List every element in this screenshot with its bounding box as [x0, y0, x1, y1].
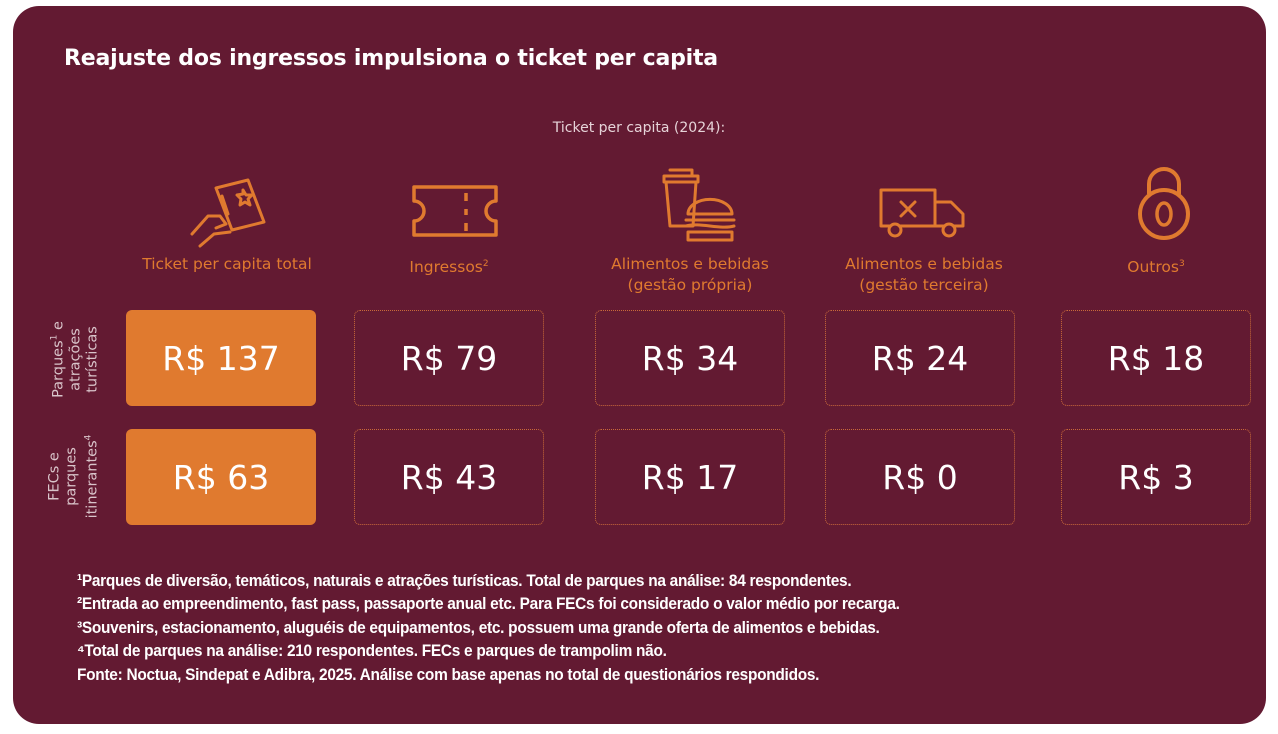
food-drink-icon — [660, 168, 740, 244]
cell-parques-ticket-total: R$ 137 — [126, 310, 316, 406]
col-label-ticket-total: Ticket per capita total — [142, 255, 312, 273]
source-note: Fonte: Noctua, Sindepat e Adibra, 2025. … — [77, 664, 820, 684]
cell-parques-ingressos: R$ 79 — [354, 310, 544, 406]
row-label-parques: Parques1 e atrações turísticas — [49, 321, 101, 398]
cell-fecs-alimentos-terceira: R$ 0 — [825, 429, 1015, 525]
ticket-hand-icon — [186, 176, 276, 252]
col-label-alimentos-propria: Alimentos e bebidas (gestão própria) — [611, 255, 769, 294]
footnote-2: ²Entrada ao empreendimento, fast pass, p… — [77, 594, 900, 614]
footnote-1: ¹Parques de diversão, temáticos, naturai… — [77, 571, 852, 590]
ticket-icon — [410, 183, 500, 241]
padlock-icon — [1135, 164, 1193, 242]
col-label-ingressos: Ingressos2 — [409, 258, 489, 277]
page-title: Reajuste dos ingressos impulsiona o tick… — [64, 46, 718, 71]
delivery-truck-icon — [877, 186, 969, 240]
cell-parques-outros: R$ 18 — [1061, 310, 1251, 406]
footnote-3: ³Souvenirs, estacionamento, aluguéis de … — [77, 617, 880, 637]
col-label-alimentos-terceira: Alimentos e bebidas (gestão terceira) — [845, 255, 1003, 294]
col-label-outros: Outros3 — [1127, 258, 1185, 277]
cell-fecs-ingressos: R$ 43 — [354, 429, 544, 525]
cell-fecs-ticket-total: R$ 63 — [126, 429, 316, 525]
cell-fecs-alimentos-propria: R$ 17 — [595, 429, 785, 525]
cell-parques-alimentos-propria: R$ 34 — [595, 310, 785, 406]
row-label-fecs: FECs e parques itinerantes4 — [46, 434, 101, 519]
cell-fecs-outros: R$ 3 — [1061, 429, 1251, 525]
cell-parques-alimentos-terceira: R$ 24 — [825, 310, 1015, 406]
footnotes: ¹Parques de diversão, temáticos, naturai… — [77, 569, 900, 686]
chart-subtitle: Ticket per capita (2024): — [552, 120, 726, 136]
footnote-4: ⁴Total de parques na análise: 210 respon… — [77, 641, 667, 661]
